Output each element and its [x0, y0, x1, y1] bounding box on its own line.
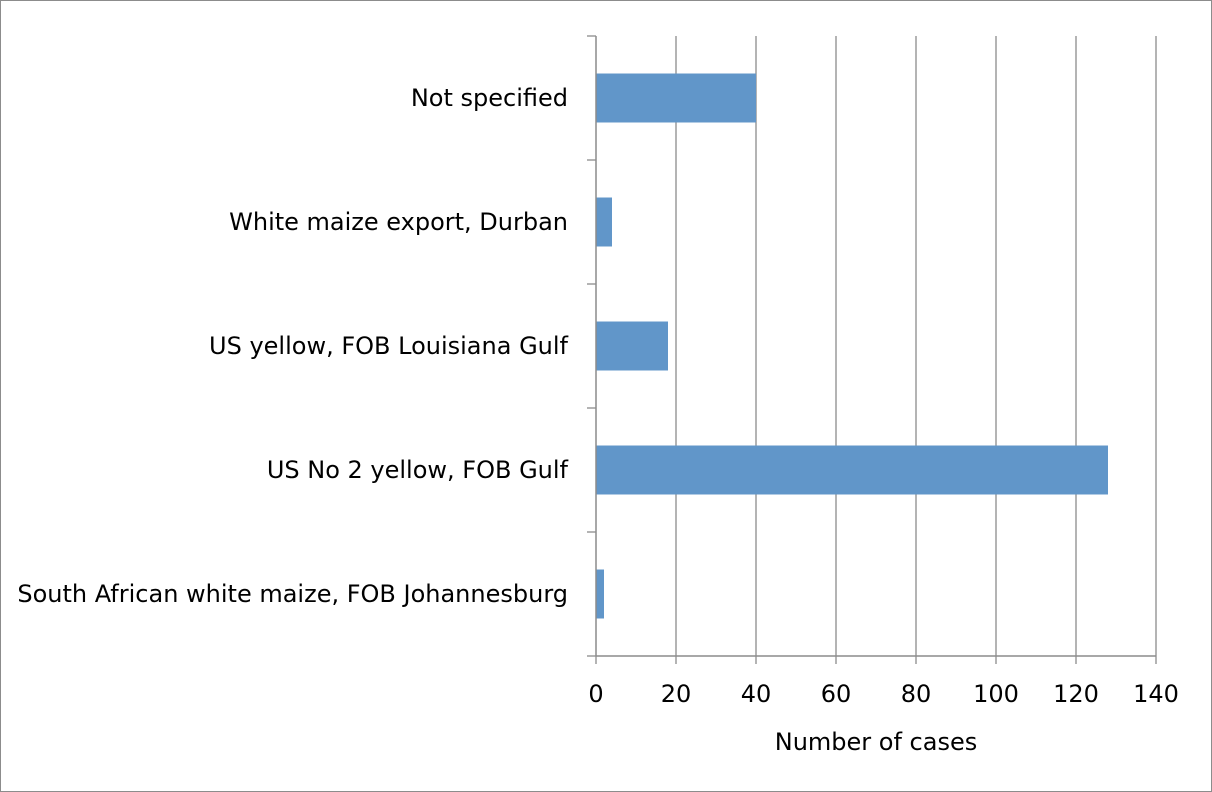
category-label: Not specified: [411, 84, 568, 112]
bar: [596, 445, 1108, 495]
x-axis-title: Number of cases: [775, 728, 977, 756]
x-tick-label: 0: [588, 680, 603, 708]
bar: [596, 197, 612, 247]
x-tick-label: 40: [741, 680, 772, 708]
x-tick-label: 120: [1053, 680, 1099, 708]
category-label: South African white maize, FOB Johannesb…: [17, 580, 568, 608]
category-label: US yellow, FOB Louisiana Gulf: [209, 332, 569, 360]
axes: [587, 35, 1156, 657]
x-tick-label: 20: [661, 680, 692, 708]
x-tick-label: 60: [821, 680, 852, 708]
x-tick-label: 80: [901, 680, 932, 708]
bar: [596, 73, 756, 123]
bar: [596, 569, 604, 619]
x-tick-label: 100: [973, 680, 1019, 708]
category-label: US No 2 yellow, FOB Gulf: [267, 456, 569, 484]
category-labels: Not specified White maize export, Durban U…: [17, 84, 568, 608]
x-tick-label: 140: [1133, 680, 1179, 708]
bars: [596, 73, 1108, 619]
bar: [596, 321, 668, 371]
category-label: White maize export, Durban: [229, 208, 568, 236]
gridlines: [675, 36, 1157, 656]
x-tick-labels: 0 20 40 60 80 100 120 140: [588, 656, 1179, 708]
